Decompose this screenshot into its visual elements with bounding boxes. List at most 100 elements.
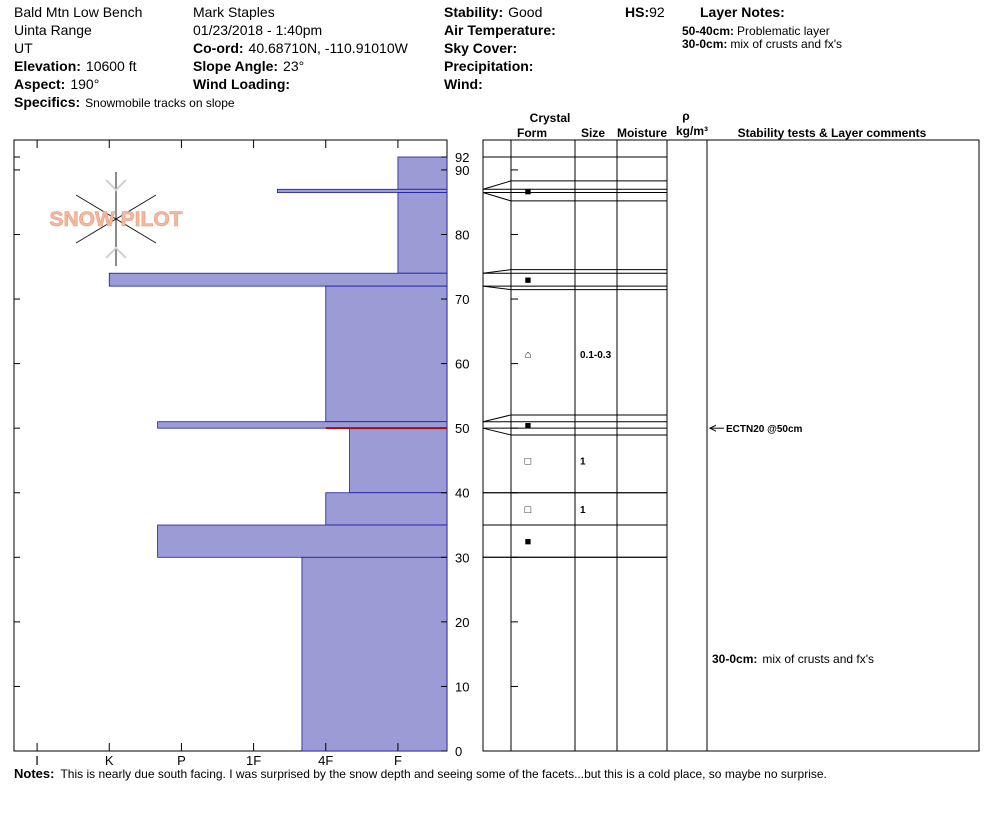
label: Slope Angle: [193, 58, 278, 74]
col-header: Crystal [530, 111, 571, 125]
coord: Co-ord: 40.68710N, -110.91010W [193, 40, 409, 56]
col-header: Moisture [617, 126, 667, 140]
wind-loading: Wind Loading: [193, 76, 290, 92]
layer-connector [482, 414, 512, 423]
value: 190° [70, 76, 99, 92]
location: Bald Mtn Low Bench [14, 4, 142, 20]
stability: Stability: Good [444, 4, 542, 20]
datetime: 01/23/2018 - 1:40pm [193, 22, 322, 38]
grain-form: ■ [525, 275, 532, 287]
aspect: Aspect: 190° [14, 76, 99, 92]
col-header: Stability tests & Layer comments [738, 126, 927, 140]
slope: Slope Angle: 23° [193, 58, 304, 74]
range: 30-0cm: [682, 37, 727, 51]
x-tick-label: I [35, 753, 39, 768]
y-tick-label: 92 [455, 150, 469, 165]
y-tick-label: 10 [455, 679, 469, 694]
x-tick-label: 1F [246, 753, 261, 768]
layer-connector [482, 285, 512, 291]
layer-connector [482, 427, 512, 436]
value: Snowmobile tracks on slope [85, 96, 235, 110]
y-tick-label: 50 [455, 421, 469, 436]
layer-note: 30-0cm: mix of crusts and fx's [682, 37, 842, 51]
label: Aspect: [14, 76, 65, 92]
text: This is nearly due south facing. I was s… [60, 767, 826, 781]
y-tick-label: 90 [455, 163, 469, 178]
layer-notes-title: Layer Notes: [700, 4, 785, 20]
layer-comment: 30-0cm: mix of crusts and fx's [712, 652, 874, 666]
hardness-bar [157, 524, 448, 558]
hardness-bar [325, 492, 448, 526]
hs: HS:92 [625, 4, 665, 20]
hardness-bar [301, 556, 448, 752]
table-frame [482, 139, 980, 752]
y-tick-label: 40 [455, 486, 469, 501]
range: 30-0cm: [712, 652, 757, 666]
value: 92 [649, 4, 665, 20]
label: HS: [625, 4, 649, 20]
text: Problematic layer [737, 24, 830, 38]
value: Good [508, 4, 542, 20]
state: UT [14, 40, 33, 56]
air-temp: Air Temperature: [444, 22, 556, 38]
col-header: ρ [682, 109, 689, 123]
observer: Mark Staples [193, 4, 275, 20]
text: mix of crusts and fx's [730, 37, 842, 51]
y-tick-label: 0 [455, 744, 462, 759]
y-tick-label: 60 [455, 357, 469, 372]
label: Co-ord: [193, 40, 244, 56]
grain-size: 1 [580, 456, 586, 467]
grain-size: 1 [580, 505, 586, 516]
hardness-bar [325, 285, 448, 423]
x-tick-label: F [394, 753, 402, 768]
y-tick-label: 70 [455, 292, 469, 307]
layer-connector [482, 269, 512, 274]
y-tick-label: 80 [455, 227, 469, 242]
precipitation: Precipitation: [444, 58, 533, 74]
elevation: Elevation: 10600 ft [14, 58, 137, 74]
grain-form: □ [525, 455, 532, 467]
range: 50-40cm: [682, 24, 734, 38]
range: Uinta Range [14, 22, 92, 38]
grain-form: □ [525, 504, 532, 516]
x-tick-label: K [105, 753, 114, 768]
value: 23° [283, 58, 304, 74]
text: mix of crusts and fx's [762, 652, 874, 666]
label: Specifics: [14, 94, 80, 110]
logo-text: SNOW PILOT [50, 208, 183, 231]
y-tick-label: 20 [455, 615, 469, 630]
col-header: Form [517, 126, 547, 140]
test-label: ECTN20 @50cm [726, 424, 803, 435]
layer-note: 50-40cm: Problematic layer [682, 24, 830, 38]
grain-form: ■ [525, 186, 532, 198]
hardness-bar [397, 192, 448, 274]
col-header: Size [581, 126, 605, 140]
test-arrowhead [708, 424, 717, 432]
value: 40.68710N, -110.91010W [249, 40, 409, 56]
layer-connector [482, 192, 512, 202]
label: Notes: [14, 766, 54, 781]
col-header: kg/m³ [676, 124, 708, 138]
grain-size: 0.1-0.3 [580, 350, 612, 361]
hardness-bar [397, 156, 448, 190]
hardness-bar [157, 421, 448, 429]
grain-form: ■ [525, 420, 532, 432]
hardness-bar [108, 272, 448, 287]
logo [75, 172, 157, 266]
hardness-bar [349, 427, 448, 494]
label: Stability: [444, 4, 503, 20]
x-tick-label: 4F [318, 753, 333, 768]
sky-cover: Sky Cover: [444, 40, 517, 56]
specifics: Specifics: Snowmobile tracks on slope [14, 94, 235, 110]
label: Elevation: [14, 58, 81, 74]
x-tick-label: P [177, 753, 186, 768]
wind: Wind: [444, 76, 483, 92]
grain-form: ■ [525, 536, 532, 548]
hardness-bar [277, 188, 448, 193]
y-tick-label: 30 [455, 550, 469, 565]
layer-connector [482, 180, 512, 190]
notes: Notes: This is nearly due south facing. I… [14, 766, 827, 781]
value: 10600 ft [86, 58, 137, 74]
